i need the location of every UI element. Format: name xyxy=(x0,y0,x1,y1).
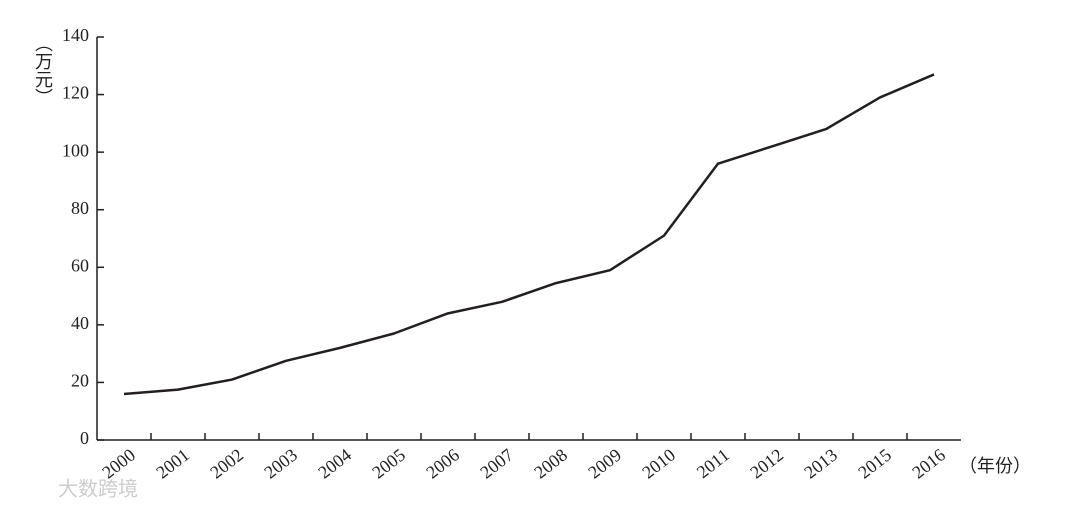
x-tick-label: 2002 xyxy=(206,445,247,483)
y-tick-label: 100 xyxy=(62,140,89,160)
x-tick-label: 2015 xyxy=(854,445,895,483)
x-tick-label: 2005 xyxy=(368,445,409,483)
x-tick-label: 2009 xyxy=(584,445,625,483)
y-axis-label: （万元） xyxy=(32,34,53,106)
x-tick-label: 2010 xyxy=(638,445,679,483)
x-tick-label: 2011 xyxy=(693,445,733,483)
y-tick-label: 140 xyxy=(62,25,89,45)
y-tick-label: 80 xyxy=(71,198,89,218)
x-tick-label: 2008 xyxy=(530,445,571,483)
x-tick-label: 2004 xyxy=(314,445,355,483)
x-tick-label: 2001 xyxy=(152,445,193,483)
x-axis-label: （年份） xyxy=(959,456,1031,477)
line xyxy=(123,73,935,396)
y-tick-label: 120 xyxy=(62,83,89,103)
x-tick-label: 2013 xyxy=(800,445,841,483)
y-tick-label: 40 xyxy=(71,313,89,333)
x-tick-label: 2003 xyxy=(260,445,301,483)
x-tick-label: 2016 xyxy=(908,445,949,483)
x-tick-label: 2012 xyxy=(746,445,787,483)
watermark: 大数跨境 xyxy=(58,477,138,501)
y-tick-label: 20 xyxy=(71,371,89,391)
y-tick-label: 60 xyxy=(71,255,89,275)
x-tick-label: 2006 xyxy=(422,445,463,483)
y-tick-label: 0 xyxy=(80,428,89,448)
x-tick-label: 2007 xyxy=(476,445,517,483)
